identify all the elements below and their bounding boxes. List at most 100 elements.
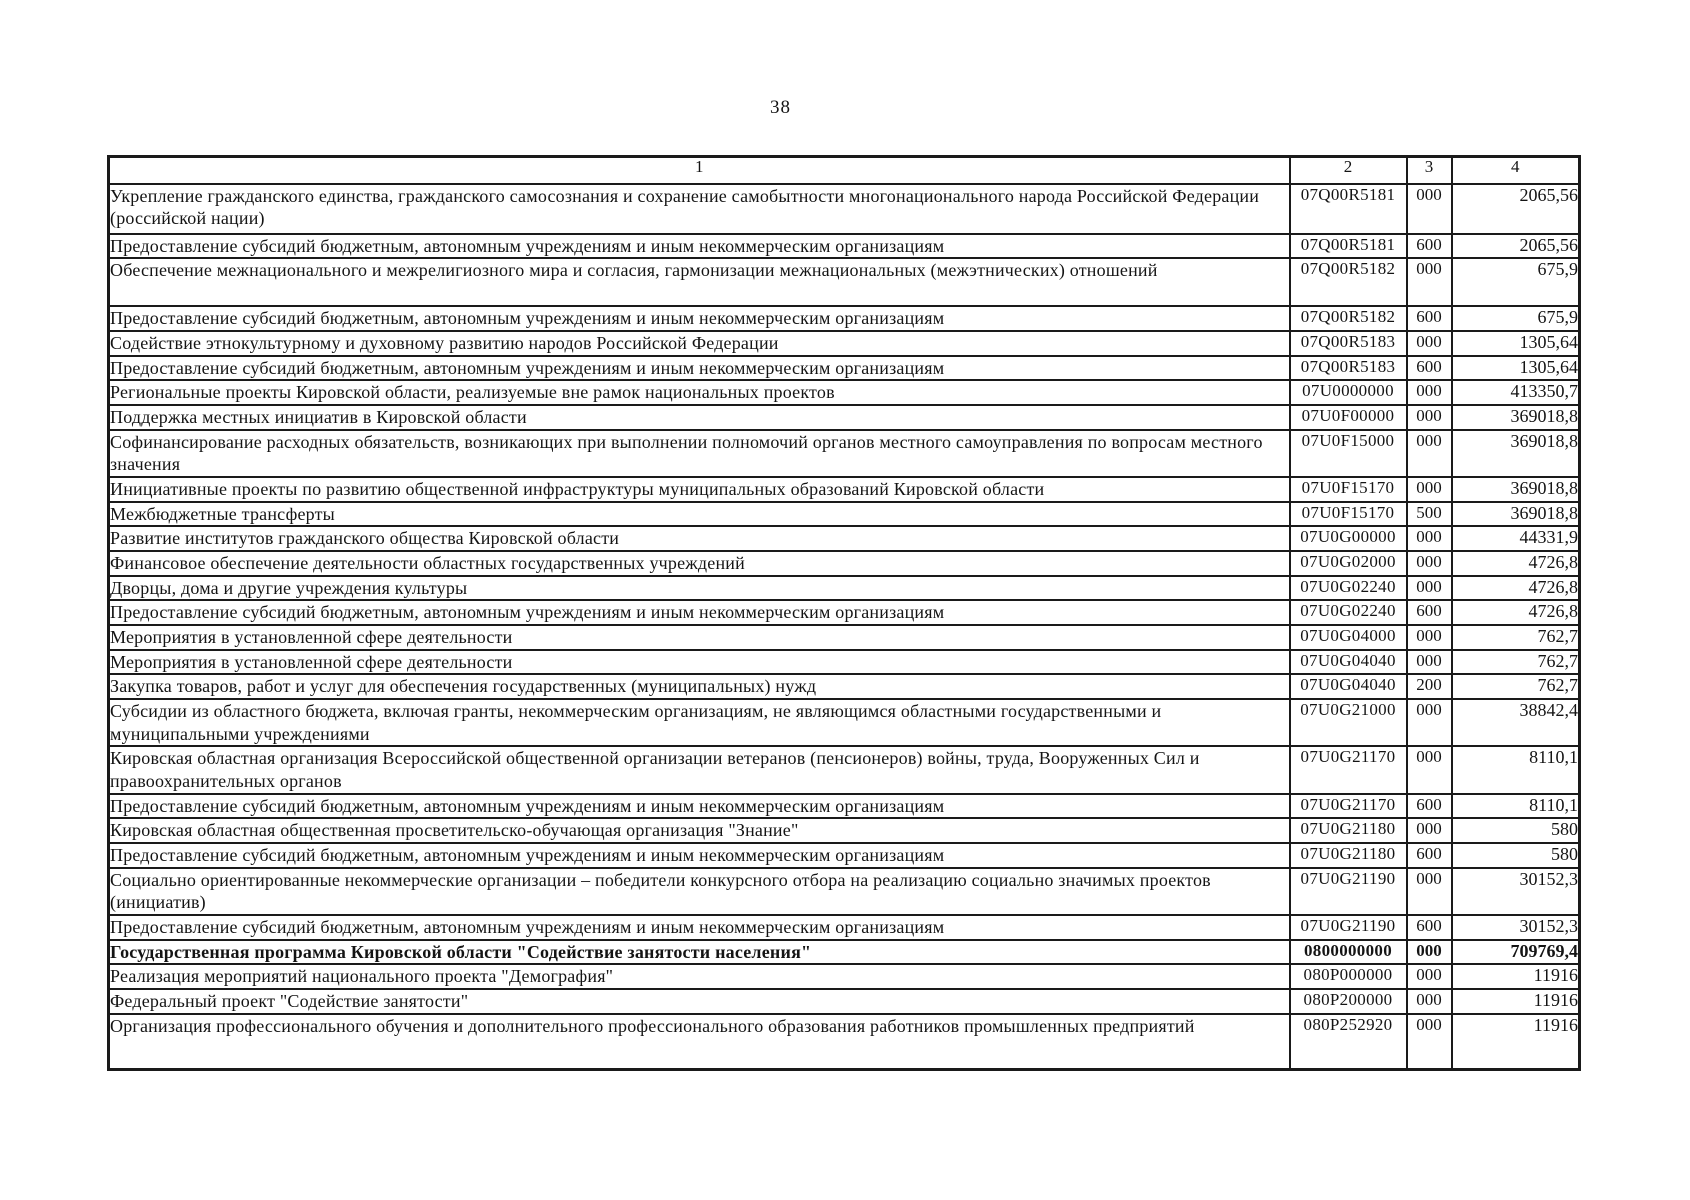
cell-activity-name: Мероприятия в установленной сфере деятел… bbox=[107, 648, 1291, 676]
cell-target-code: 07U0G02240 bbox=[1288, 599, 1408, 626]
cell-expense-type: 000 bbox=[1405, 1012, 1453, 1071]
cell-activity-name: Развитие институтов гражданского обществ… bbox=[107, 525, 1291, 552]
cell-target-code: 07U0G21190 bbox=[1288, 866, 1408, 916]
cell-activity-name: Обеспечение межнационального и межрелиги… bbox=[107, 257, 1291, 308]
cell-expense-type: 000 bbox=[1405, 866, 1453, 916]
cell-amount: 762,7 bbox=[1450, 648, 1581, 676]
cell-expense-type: 000 bbox=[1405, 379, 1453, 406]
table-header-row: 1 2 3 4 bbox=[107, 155, 1581, 185]
table-row: Предоставление субсидий бюджетным, автон… bbox=[107, 913, 1581, 941]
page-number: 38 bbox=[770, 97, 791, 118]
cell-expense-type: 000 bbox=[1405, 549, 1453, 577]
cell-amount: 413350,7 bbox=[1450, 379, 1581, 406]
column-header-amount: 4 bbox=[1450, 155, 1581, 185]
cell-expense-type: 000 bbox=[1405, 697, 1453, 748]
table-row: Государственная программа Кировской обла… bbox=[107, 938, 1581, 966]
cell-amount: 4726,8 bbox=[1450, 599, 1581, 626]
cell-expense-type: 600 bbox=[1405, 792, 1453, 820]
cell-activity-name: Предоставление субсидий бюджетным, автон… bbox=[107, 232, 1291, 260]
cell-expense-type: 000 bbox=[1405, 257, 1453, 308]
cell-expense-type: 000 bbox=[1405, 938, 1453, 966]
cell-expense-type: 600 bbox=[1405, 354, 1453, 382]
table-row: Организация профессионального обучения и… bbox=[107, 1012, 1581, 1071]
table-row: Закупка товаров, работ и услуг для обесп… bbox=[107, 673, 1581, 700]
cell-target-code: 07U0G21000 bbox=[1288, 697, 1408, 748]
cell-activity-name: Межбюджетные трансферты bbox=[107, 500, 1291, 528]
cell-amount: 44331,9 bbox=[1450, 525, 1581, 552]
cell-expense-type: 000 bbox=[1405, 525, 1453, 552]
cell-amount: 369018,8 bbox=[1450, 475, 1581, 503]
cell-amount: 2065,56 bbox=[1450, 232, 1581, 260]
cell-activity-name: Укрепление гражданского единства, гражда… bbox=[107, 182, 1291, 235]
cell-expense-type: 600 bbox=[1405, 599, 1453, 626]
cell-amount: 709769,4 bbox=[1450, 938, 1581, 966]
table-row: Мероприятия в установленной сфере деятел… bbox=[107, 623, 1581, 651]
cell-amount: 11916 bbox=[1450, 963, 1581, 990]
column-header-code: 2 bbox=[1288, 155, 1408, 185]
cell-amount: 369018,8 bbox=[1450, 403, 1581, 431]
cell-activity-name: Предоставление субсидий бюджетным, автон… bbox=[107, 354, 1291, 382]
cell-target-code: 07U0G21170 bbox=[1288, 745, 1408, 795]
table-row: Инициативные проекты по развитию обществ… bbox=[107, 475, 1581, 503]
cell-activity-name: Государственная программа Кировской обла… bbox=[107, 938, 1291, 966]
cell-expense-type: 600 bbox=[1405, 305, 1453, 332]
cell-target-code: 07U0G21180 bbox=[1288, 817, 1408, 844]
cell-expense-type: 600 bbox=[1405, 841, 1453, 869]
cell-activity-name: Предоставление субсидий бюджетным, автон… bbox=[107, 841, 1291, 869]
cell-expense-type: 000 bbox=[1405, 574, 1453, 602]
column-header-expense-type: 3 bbox=[1405, 155, 1453, 185]
cell-amount: 762,7 bbox=[1450, 623, 1581, 651]
cell-expense-type: 000 bbox=[1405, 329, 1453, 357]
table-row: Поддержка местных инициатив в Кировской … bbox=[107, 403, 1581, 431]
cell-amount: 30152,3 bbox=[1450, 866, 1581, 916]
cell-activity-name: Мероприятия в установленной сфере деятел… bbox=[107, 623, 1291, 651]
table-row: Софинансирование расходных обязательств,… bbox=[107, 428, 1581, 478]
cell-amount: 580 bbox=[1450, 841, 1581, 869]
cell-target-code: 07Q00R5181 bbox=[1288, 232, 1408, 260]
cell-activity-name: Инициативные проекты по развитию обществ… bbox=[107, 475, 1291, 503]
cell-expense-type: 000 bbox=[1405, 963, 1453, 990]
cell-expense-type: 000 bbox=[1405, 623, 1453, 651]
cell-activity-name: Содействие этнокультурному и духовному р… bbox=[107, 329, 1291, 357]
cell-amount: 580 bbox=[1450, 817, 1581, 844]
table-row: Межбюджетные трансферты 07U0F15170 500 3690… bbox=[107, 500, 1581, 528]
cell-amount: 675,9 bbox=[1450, 305, 1581, 332]
cell-amount: 369018,8 bbox=[1450, 428, 1581, 478]
cell-expense-type: 000 bbox=[1405, 817, 1453, 844]
cell-target-code: 07Q00R5183 bbox=[1288, 354, 1408, 382]
cell-target-code: 07U0G21180 bbox=[1288, 841, 1408, 869]
cell-expense-type: 000 bbox=[1405, 182, 1453, 235]
table-row: Мероприятия в установленной сфере деятел… bbox=[107, 648, 1581, 676]
cell-amount: 762,7 bbox=[1450, 673, 1581, 700]
table-row: Субсидии из областного бюджета, включая … bbox=[107, 697, 1581, 748]
cell-target-code: 07U0G02000 bbox=[1288, 549, 1408, 577]
table-row: Развитие институтов гражданского обществ… bbox=[107, 525, 1581, 552]
table-row: Обеспечение межнационального и межрелиги… bbox=[107, 257, 1581, 308]
cell-target-code: 07U0G02240 bbox=[1288, 574, 1408, 602]
cell-activity-name: Социально ориентированные некоммерческие… bbox=[107, 866, 1291, 916]
cell-expense-type: 000 bbox=[1405, 475, 1453, 503]
cell-amount: 2065,56 bbox=[1450, 182, 1581, 235]
table-row: Федеральный проект "Содействие занятости… bbox=[107, 987, 1581, 1015]
table-row: Предоставление субсидий бюджетным, автон… bbox=[107, 599, 1581, 626]
cell-target-code: 07U0F15000 bbox=[1288, 428, 1408, 478]
cell-activity-name: Предоставление субсидий бюджетным, автон… bbox=[107, 913, 1291, 941]
cell-amount: 30152,3 bbox=[1450, 913, 1581, 941]
cell-activity-name: Реализация мероприятий национального про… bbox=[107, 963, 1291, 990]
cell-target-code: 07Q00R5182 bbox=[1288, 257, 1408, 308]
cell-amount: 1305,64 bbox=[1450, 329, 1581, 357]
cell-activity-name: Закупка товаров, работ и услуг для обесп… bbox=[107, 673, 1291, 700]
cell-activity-name: Предоставление субсидий бюджетным, автон… bbox=[107, 305, 1291, 332]
cell-activity-name: Софинансирование расходных обязательств,… bbox=[107, 428, 1291, 478]
cell-target-code: 0800000000 bbox=[1288, 938, 1408, 966]
cell-activity-name: Организация профессионального обучения и… bbox=[107, 1012, 1291, 1071]
cell-target-code: 07Q00R5182 bbox=[1288, 305, 1408, 332]
cell-target-code: 07U0F15170 bbox=[1288, 500, 1408, 528]
cell-target-code: 080P252920 bbox=[1288, 1012, 1408, 1071]
cell-activity-name: Поддержка местных инициатив в Кировской … bbox=[107, 403, 1291, 431]
cell-amount: 38842,4 bbox=[1450, 697, 1581, 748]
cell-target-code: 07Q00R5183 bbox=[1288, 329, 1408, 357]
cell-activity-name: Дворцы, дома и другие учреждения культур… bbox=[107, 574, 1291, 602]
table-row: Укрепление гражданского единства, гражда… bbox=[107, 182, 1581, 235]
cell-activity-name: Субсидии из областного бюджета, включая … bbox=[107, 697, 1291, 748]
